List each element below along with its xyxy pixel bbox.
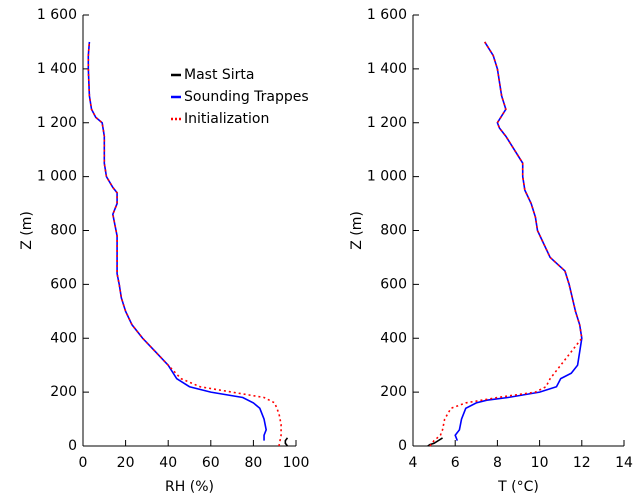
y-axis-label: Z (m) <box>349 211 365 250</box>
y-tick-label: 400 <box>380 330 407 346</box>
y-tick-label: 1 200 <box>37 115 77 131</box>
y-tick-label: 1 000 <box>367 169 407 185</box>
y-tick-label: 0 <box>68 438 77 454</box>
x-axis-label: T (°C) <box>497 479 539 495</box>
x-tick-label: 4 <box>409 455 418 471</box>
x-axis-label: RH (%) <box>165 479 214 495</box>
x-tick-label: 60 <box>202 455 220 471</box>
legend-label: Initialization <box>184 111 269 127</box>
x-tick-label: 20 <box>117 455 135 471</box>
x-tick-label: 12 <box>573 455 591 471</box>
series-line <box>429 41 583 447</box>
series-line <box>284 437 289 447</box>
y-tick-label: 200 <box>380 384 407 400</box>
y-tick-label: 800 <box>380 223 407 239</box>
x-tick-label: 14 <box>615 455 633 471</box>
y-tick-label: 0 <box>398 438 407 454</box>
x-tick-label: 100 <box>283 455 310 471</box>
y-tick-label: 1 600 <box>37 7 77 23</box>
series-line <box>427 437 443 447</box>
y-axis-label: Z (m) <box>19 211 35 250</box>
x-tick-label: 40 <box>159 455 177 471</box>
x-tick-label: 0 <box>79 455 88 471</box>
y-tick-label: 1 400 <box>367 61 407 77</box>
y-tick-label: 600 <box>380 276 407 292</box>
y-tick-label: 1 200 <box>367 115 407 131</box>
x-tick-label: 6 <box>451 455 460 471</box>
series-line <box>87 41 282 447</box>
y-tick-label: 600 <box>50 276 77 292</box>
y-tick-label: 200 <box>50 384 77 400</box>
series-line <box>87 41 268 441</box>
x-tick-label: 80 <box>244 455 262 471</box>
legend-label: Mast Sirta <box>184 67 255 83</box>
y-tick-label: 1 000 <box>37 169 77 185</box>
series-line <box>454 41 583 441</box>
x-tick-label: 8 <box>493 455 502 471</box>
y-tick-label: 1 400 <box>37 61 77 77</box>
y-tick-label: 400 <box>50 330 77 346</box>
x-tick-label: 10 <box>531 455 549 471</box>
y-tick-label: 1 600 <box>367 7 407 23</box>
y-tick-label: 800 <box>50 223 77 239</box>
legend-label: Sounding Trappes <box>184 89 309 105</box>
